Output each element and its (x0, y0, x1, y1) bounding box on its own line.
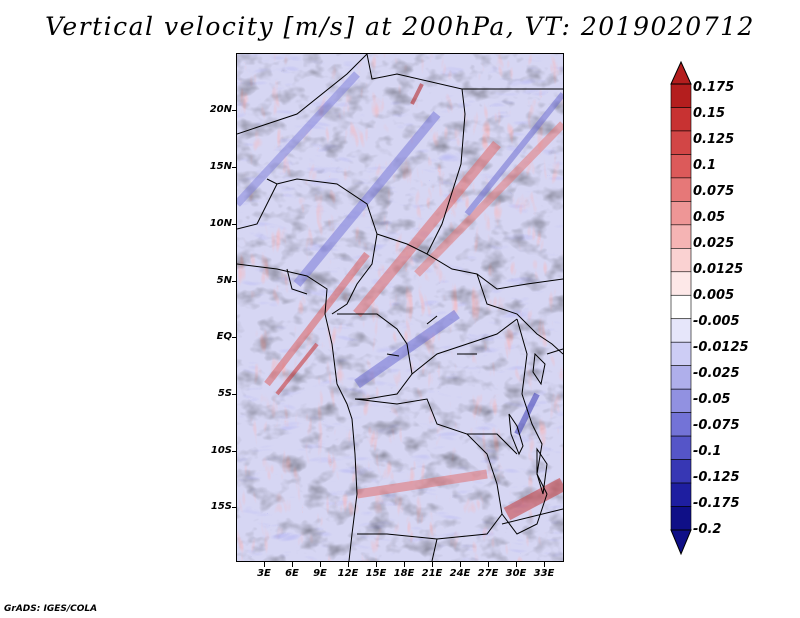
colorbar-label: -0.175 (693, 496, 740, 511)
colorbar-label: 0.0125 (693, 262, 744, 277)
lat-tick (232, 337, 237, 338)
lat-label: 5N (216, 275, 232, 286)
colorbar-cell (670, 388, 692, 413)
lon-tick (432, 562, 433, 567)
colorbar-cell (670, 435, 692, 460)
triangle-down-icon (670, 529, 692, 556)
colorbar-cell (670, 248, 692, 273)
lon-tick (292, 562, 293, 567)
colorbar-cell (670, 506, 692, 531)
colorbar-label: 0.125 (693, 132, 735, 147)
lon-label: 33E (533, 568, 555, 579)
colorbar-label: -0.1 (693, 444, 722, 459)
colorbar-cell (670, 201, 692, 226)
lat-label: 5S (217, 388, 232, 399)
lon-label: 3E (257, 568, 271, 579)
colorbar-cell (670, 224, 692, 249)
lon-tick (264, 562, 265, 567)
colorbar-cell (670, 341, 692, 366)
colorbar-cell (670, 83, 692, 108)
colorbar-label: 0.15 (693, 106, 726, 121)
colorbar-label: 0.005 (693, 288, 735, 303)
colorbar (670, 60, 692, 556)
country-borders (237, 54, 563, 561)
lat-tick (232, 110, 237, 111)
colorbar-label: -0.2 (693, 522, 722, 537)
lon-label: 12E (337, 568, 359, 579)
lon-label: 21E (421, 568, 443, 579)
colorbar-cell (670, 177, 692, 202)
colorbar-cell (670, 318, 692, 343)
lon-label: 24E (449, 568, 471, 579)
colorbar-label: -0.0125 (693, 340, 749, 355)
velocity-map[interactable] (236, 53, 564, 562)
lat-label: 10N (209, 218, 232, 229)
colorbar-cell (670, 365, 692, 390)
lon-tick (460, 562, 461, 567)
lat-tick (232, 394, 237, 395)
velocity-field (237, 54, 563, 561)
lat-tick (232, 451, 237, 452)
colorbar-label: 0.05 (693, 210, 726, 225)
colorbar-label: 0.075 (693, 184, 735, 199)
colorbar-label: 0.175 (693, 80, 735, 95)
colorbar-label: -0.075 (693, 418, 740, 433)
lon-tick (516, 562, 517, 567)
colorbar-label: 0.1 (693, 158, 717, 173)
lat-tick (232, 224, 237, 225)
colorbar-cell (670, 107, 692, 132)
colorbar-cell (670, 412, 692, 437)
colorbar-cell (670, 130, 692, 155)
lon-tick (348, 562, 349, 567)
lon-label: 27E (477, 568, 499, 579)
credit-text: GrADS: IGES/COLA (4, 604, 98, 614)
lon-label: 15E (365, 568, 387, 579)
lat-label: 10S (210, 445, 232, 456)
colorbar-label: -0.005 (693, 314, 740, 329)
lon-tick (544, 562, 545, 567)
lat-label: EQ (216, 331, 232, 342)
lon-label: 6E (285, 568, 299, 579)
colorbar-label: -0.125 (693, 470, 740, 485)
lon-tick (488, 562, 489, 567)
lat-label: 15S (210, 501, 232, 512)
velocity-streaks (237, 71, 563, 521)
lat-tick (232, 507, 237, 508)
colorbar-cell (670, 154, 692, 179)
colorbar-label: -0.05 (693, 392, 731, 407)
lat-tick (232, 167, 237, 168)
lon-label: 9E (313, 568, 327, 579)
lon-label: 30E (505, 568, 527, 579)
lat-label: 15N (209, 161, 232, 172)
lon-tick (320, 562, 321, 567)
lon-label: 18E (393, 568, 415, 579)
triangle-up-icon (670, 60, 692, 85)
lat-label: 20N (209, 104, 232, 115)
lon-tick (376, 562, 377, 567)
colorbar-label: -0.025 (693, 366, 740, 381)
colorbar-cell (670, 459, 692, 484)
colorbar-cell (670, 294, 692, 320)
lat-tick (232, 281, 237, 282)
colorbar-label: 0.025 (693, 236, 735, 251)
colorbar-cells (670, 83, 692, 531)
lon-tick (404, 562, 405, 567)
colorbar-cell (670, 271, 692, 296)
colorbar-cell (670, 482, 692, 507)
chart-title: Vertical velocity [m/s] at 200hPa, VT: 2… (45, 12, 755, 41)
